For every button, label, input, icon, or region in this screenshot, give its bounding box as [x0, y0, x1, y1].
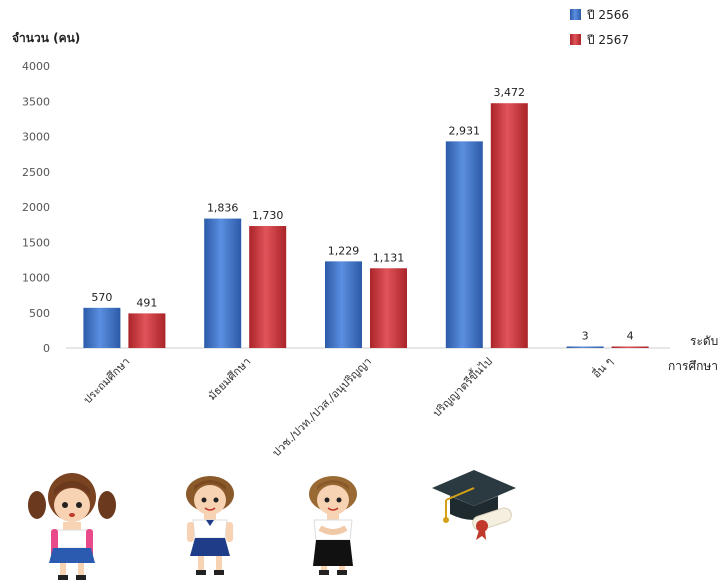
y-axis-ticks: 0 500 1000 1500 2000 2500 3000 3500 4000 — [22, 60, 50, 355]
x-tick-label: อื่น ๆ — [588, 353, 615, 380]
data-label: 1,836 — [207, 202, 239, 215]
data-label: 1,730 — [252, 209, 284, 222]
data-label: 491 — [136, 296, 157, 309]
bars-group — [83, 103, 649, 348]
primary-student-girl-icon — [28, 473, 116, 580]
data-label: 2,931 — [449, 124, 481, 137]
bar — [370, 268, 407, 348]
y-tick-label: 2000 — [22, 201, 50, 214]
data-label: 1,131 — [373, 251, 405, 264]
data-labels-group: 570 491 1,836 1,730 1,229 1,131 2,931 3,472 3 4 — [91, 86, 633, 342]
secondary-student-girl-icon — [186, 476, 234, 575]
x-tick-label: ปริญญาตรีขึ้นไป — [429, 354, 495, 420]
data-label: 3,472 — [494, 86, 526, 99]
bar — [83, 307, 121, 348]
data-label: 570 — [91, 291, 112, 304]
bar — [204, 218, 242, 348]
y-tick-label: 3500 — [22, 95, 50, 108]
data-label: 4 — [627, 330, 634, 343]
bar — [566, 346, 604, 348]
data-label: 3 — [582, 330, 589, 343]
legend-label-2567: ปี 2567 — [586, 33, 629, 47]
graduation-cap-diploma-icon — [432, 470, 516, 540]
y-tick-label: 0 — [43, 342, 50, 355]
category-labels-group: ประถมศึกษา มัธยมศึกษา ปวช./ปวท./ปวส./อนุปร… — [81, 353, 616, 459]
y-axis-label: จำนวน (คน) — [12, 31, 80, 45]
legend-label-2566: ปี 2566 — [586, 8, 629, 22]
bar — [128, 313, 166, 348]
bar — [445, 141, 483, 348]
bar — [249, 226, 287, 348]
bar — [325, 261, 362, 348]
x-tick-label: ปวช./ปวท./ปวส./อนุปริญญา — [270, 355, 374, 459]
data-label: 1,229 — [328, 244, 360, 257]
y-tick-label: 1000 — [22, 272, 50, 285]
x-axis-label-line1: ระดับ — [690, 334, 718, 348]
x-tick-label: มัธยมศึกษา — [205, 355, 253, 403]
vocational-student-girl-icon — [309, 476, 357, 575]
legend-swatch-2566 — [570, 9, 581, 20]
legend-swatch-2567 — [570, 34, 581, 45]
x-tick-label: ประถมศึกษา — [81, 355, 132, 406]
y-tick-label: 3000 — [22, 131, 50, 144]
y-tick-label: 2500 — [22, 166, 50, 179]
bar — [490, 103, 528, 348]
legend: ปี 2566 ปี 2567 — [570, 8, 629, 47]
x-axis-label-line2: การศึกษา — [668, 359, 718, 373]
bar — [611, 346, 649, 348]
y-tick-label: 1500 — [22, 236, 50, 249]
y-tick-label: 4000 — [22, 60, 50, 73]
y-tick-label: 500 — [29, 307, 50, 320]
